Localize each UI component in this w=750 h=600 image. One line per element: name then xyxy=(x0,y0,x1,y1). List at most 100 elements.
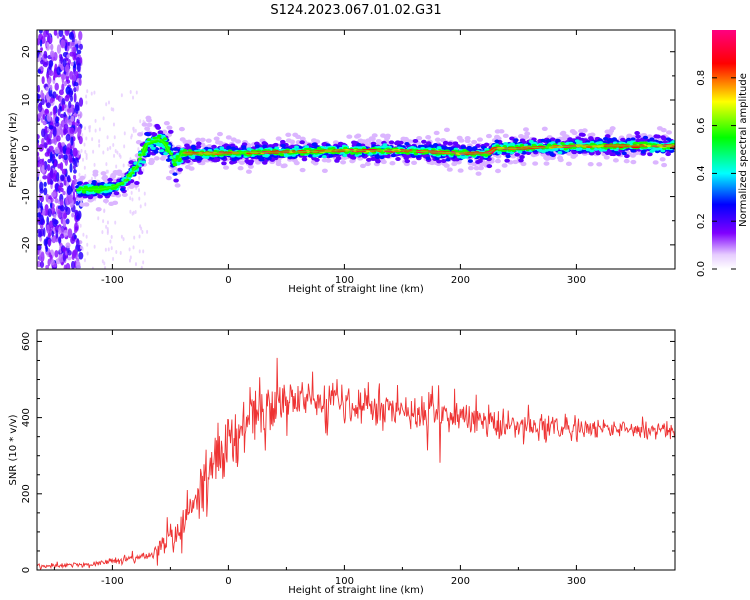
ridge-cell xyxy=(214,140,221,145)
ridge-cell xyxy=(185,159,191,164)
ridge-cell xyxy=(425,135,432,140)
ridge-cell xyxy=(497,151,503,155)
noise-blob xyxy=(106,147,109,152)
ridge-cell xyxy=(78,192,84,197)
ridge-cell xyxy=(262,144,268,149)
ridge-cell xyxy=(502,149,508,152)
noise-blob xyxy=(54,82,59,91)
ridge-cell xyxy=(157,130,164,135)
noise-blob xyxy=(138,196,141,201)
noise-blob xyxy=(67,228,73,239)
ridge-cell xyxy=(285,132,292,137)
noise-blob xyxy=(65,242,71,249)
ridge-cell xyxy=(457,168,464,173)
ridge-cell xyxy=(606,138,612,142)
noise-blob xyxy=(72,174,77,180)
noise-blob xyxy=(48,220,54,228)
ridge-cell xyxy=(261,160,268,165)
noise-blob xyxy=(67,250,72,256)
ridge-cell xyxy=(212,158,219,163)
ridge-cell xyxy=(669,149,675,153)
noise-blob xyxy=(64,250,68,256)
noise-blob xyxy=(77,210,82,220)
ridge-cell xyxy=(395,156,401,161)
ridge-cell xyxy=(517,150,523,154)
ridge-cell xyxy=(213,136,220,141)
noise-blob xyxy=(46,216,50,225)
noise-blob xyxy=(106,227,109,232)
ridge-cell xyxy=(246,153,252,157)
noise-blob xyxy=(132,210,135,215)
noise-blob xyxy=(60,226,65,236)
noise-blob xyxy=(71,179,75,190)
noise-blob xyxy=(63,253,69,259)
noise-blob xyxy=(90,91,93,96)
ridge-cell xyxy=(237,166,244,171)
noise-blob xyxy=(58,30,64,38)
ridge-cell xyxy=(413,152,419,156)
ridge-cell xyxy=(299,140,305,145)
noise-blob xyxy=(37,94,40,104)
noise-blob xyxy=(137,147,140,152)
noise-blob xyxy=(55,229,59,239)
noise-blob xyxy=(110,246,113,251)
ridge-cell xyxy=(107,177,113,182)
noise-blob xyxy=(78,97,84,107)
noise-blob xyxy=(73,61,76,69)
noise-blob xyxy=(38,214,45,225)
ridge-cell xyxy=(650,148,656,152)
noise-blob xyxy=(85,136,88,141)
noise-blob xyxy=(106,230,109,235)
ridge-cell xyxy=(175,155,180,158)
noise-blob xyxy=(60,154,64,159)
ridge-cell xyxy=(666,130,673,135)
noise-blob xyxy=(43,50,48,59)
noise-blob xyxy=(51,230,54,237)
noise-blob xyxy=(63,123,69,131)
ridge-cell xyxy=(301,157,308,162)
ridge-cell xyxy=(158,143,164,148)
ridge-cell xyxy=(585,148,591,152)
noise-blob xyxy=(97,216,100,221)
ridge-cell xyxy=(279,139,286,144)
noise-blob xyxy=(50,138,56,144)
ridge-cell xyxy=(545,139,551,143)
ridge-cell xyxy=(503,142,508,146)
ridge-cell xyxy=(549,152,555,157)
noise-blob xyxy=(118,153,121,158)
noise-blob xyxy=(64,158,68,166)
ridge-cell xyxy=(172,172,178,176)
ridge-cell xyxy=(514,152,521,157)
noise-blob xyxy=(122,237,125,242)
noise-blob xyxy=(78,251,84,260)
noise-blob xyxy=(64,30,70,37)
noise-blob xyxy=(123,144,126,149)
noise-blob xyxy=(65,262,71,269)
noise-blob xyxy=(57,108,61,116)
noise-blob xyxy=(129,255,132,260)
noise-blob xyxy=(113,153,116,158)
ridge-cell xyxy=(634,131,640,136)
ridge-cell xyxy=(219,146,225,150)
ridge-cell xyxy=(128,160,134,165)
noise-blob xyxy=(55,116,59,124)
noise-blob xyxy=(65,218,70,225)
ridge-cell xyxy=(472,146,478,150)
noise-blob xyxy=(47,208,52,217)
noise-blob xyxy=(56,33,60,39)
noise-blob xyxy=(37,84,41,93)
noise-blob xyxy=(82,232,85,237)
noise-blob xyxy=(75,200,79,206)
ridge-cell xyxy=(226,145,232,150)
noise-blob xyxy=(78,135,83,145)
noise-blob xyxy=(37,199,41,209)
ridge-cell xyxy=(119,187,126,192)
noise-blob xyxy=(37,244,42,251)
noise-blob xyxy=(106,220,109,225)
ridge-cell xyxy=(603,155,610,160)
noise-blob xyxy=(98,143,101,148)
ridge-cell xyxy=(448,146,454,151)
ridge-cell xyxy=(173,178,179,183)
ridge-cell xyxy=(379,155,385,160)
spectrogram-marks xyxy=(37,30,675,269)
